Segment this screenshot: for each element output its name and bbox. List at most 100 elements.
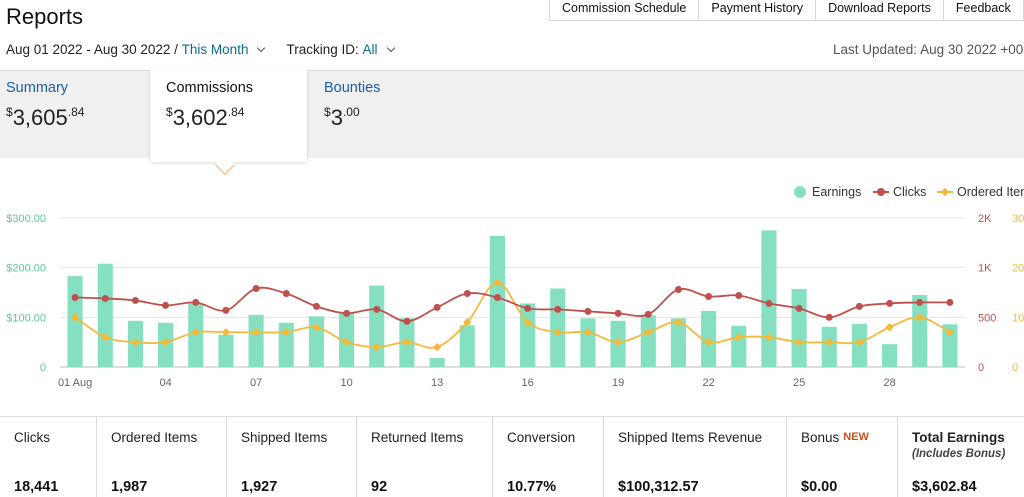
x-axis-tick: 22 — [702, 377, 714, 389]
clicks-point — [162, 301, 170, 309]
clicks-point — [855, 302, 863, 310]
ordered-items-point — [221, 327, 231, 337]
ordered-items-point — [131, 337, 140, 347]
earnings-bar — [580, 318, 596, 367]
left-axis-tick: $300.00 — [6, 213, 46, 225]
ordered-items-point — [432, 342, 442, 352]
clicks-point — [795, 304, 803, 312]
ordered-axis-tick: 30 — [1012, 213, 1024, 225]
last-updated: Last Updated: Aug 30 2022 +00:0 — [833, 42, 1024, 57]
tab-amount: $3.00 — [324, 105, 360, 130]
clicks-point — [192, 298, 200, 306]
clicks-point — [433, 303, 441, 311]
stat-label: Ordered Items — [111, 430, 198, 445]
clicks-point — [916, 298, 924, 306]
earnings-bar — [942, 324, 958, 367]
feedback-button[interactable]: Feedback — [942, 0, 1024, 21]
tab-summary[interactable]: Summary $3,605.84 — [0, 70, 150, 158]
earnings-bar — [459, 325, 475, 367]
clicks-axis-tick: 1K — [978, 263, 992, 275]
clicks-point — [282, 289, 290, 297]
download-reports-button[interactable]: Download Reports — [815, 0, 944, 21]
clicks-point — [705, 292, 713, 300]
stat-label: Shipped Items Revenue — [618, 430, 763, 445]
ordered-items-point — [402, 337, 412, 347]
x-axis-tick: 07 — [250, 377, 262, 389]
stat-value: 1,987 — [111, 479, 148, 495]
stat-shipped-items: Shipped Items 1,927 — [227, 417, 357, 497]
earnings-bar — [489, 235, 505, 367]
earnings-bar — [912, 294, 928, 367]
stat-note: (Includes Bonus) — [912, 448, 1006, 460]
earnings-bar — [550, 288, 566, 367]
x-axis-tick: 25 — [793, 377, 805, 389]
stat-value: $3,602.84 — [912, 479, 977, 495]
clicks-point — [403, 317, 411, 325]
clicks-point — [946, 298, 954, 306]
earnings-bar — [761, 230, 777, 367]
tab-label: Commissions — [166, 80, 254, 96]
earnings-bar — [731, 325, 747, 367]
tab-label: Summary — [6, 80, 69, 96]
clicks-point — [825, 313, 833, 321]
stat-label: Bonus NEW — [801, 430, 869, 445]
clicks-point — [373, 305, 381, 313]
clicks-line — [75, 286, 950, 323]
legend-label: Clicks — [893, 185, 926, 199]
clicks-point — [886, 299, 894, 307]
clicks-axis-tick: 500 — [978, 312, 996, 324]
earnings-bar — [791, 289, 807, 367]
tab-bounties[interactable]: Bounties $3.00 — [318, 70, 468, 158]
stat-label: Returned Items — [371, 430, 464, 445]
ordered-axis-tick: 20 — [1012, 263, 1024, 275]
clicks-axis-tick: 0 — [978, 362, 984, 374]
clicks-axis-tick: 2K — [978, 213, 992, 225]
stat-ordered-items: Ordered Items 1,987 — [97, 417, 227, 497]
clicks-point — [644, 310, 652, 318]
earnings-bar — [520, 303, 536, 367]
stat-label: Total Earnings — [912, 430, 1005, 445]
stat-value: 92 — [371, 479, 388, 495]
commission-schedule-button[interactable]: Commission Schedule — [549, 0, 700, 21]
period-dropdown[interactable]: This Month — [181, 42, 249, 57]
stat-value: 10.77% — [507, 479, 557, 495]
clicks-point — [222, 306, 230, 314]
date-range-label: Aug 01 2022 - Aug 30 2022 / — [6, 42, 178, 57]
legend-label: Ordered Items — [957, 185, 1024, 199]
ordered-axis-tick: 10 — [1012, 312, 1024, 324]
ordered-items-point — [70, 313, 80, 322]
left-axis-tick: 0 — [40, 362, 46, 374]
new-badge: NEW — [843, 431, 869, 443]
chevron-down-icon[interactable] — [386, 43, 395, 53]
top-nav: Commission Schedule Payment History Down… — [549, 0, 1024, 21]
tracking-id-dropdown[interactable]: All — [362, 42, 378, 57]
x-axis-tick: 28 — [883, 377, 895, 389]
tab-commissions[interactable]: Commissions $3,602.84 — [150, 70, 307, 175]
ordered-items-point — [945, 327, 955, 337]
clicks-point — [312, 302, 320, 310]
clicks-point — [614, 309, 622, 317]
ordered-items-point — [282, 327, 291, 337]
earnings-bar — [248, 314, 264, 367]
ordered-items-point — [553, 327, 562, 337]
clicks-point — [554, 305, 562, 313]
stat-value: $100,312.57 — [618, 479, 699, 495]
help-button[interactable]: He — [1022, 0, 1024, 21]
chevron-down-icon[interactable] — [257, 43, 266, 53]
ordered-items-point — [493, 278, 502, 287]
stat-total-earnings: Total Earnings (Includes Bonus) $3,602.8… — [898, 417, 1024, 497]
tab-amount: $3,602.84 — [166, 105, 245, 130]
stat-label: Shipped Items — [241, 430, 328, 445]
stats-bar: Clicks 18,441 Ordered Items 1,987 Shippe… — [0, 416, 1024, 497]
payment-history-button[interactable]: Payment History — [698, 0, 817, 21]
clicks-point — [131, 296, 139, 304]
stat-bonus: Bonus NEW $0.00 — [787, 417, 898, 497]
filter-row: Aug 01 2022 - Aug 30 2022 / This Month T… — [6, 42, 395, 57]
x-axis-tick: 10 — [340, 377, 352, 389]
ordered-items-point — [885, 323, 894, 332]
clicks-point — [463, 289, 471, 297]
x-axis-tick: 16 — [521, 377, 533, 389]
clicks-point — [765, 299, 773, 307]
stat-returned-items: Returned Items 92 — [357, 417, 493, 497]
earnings-bar — [97, 263, 113, 367]
